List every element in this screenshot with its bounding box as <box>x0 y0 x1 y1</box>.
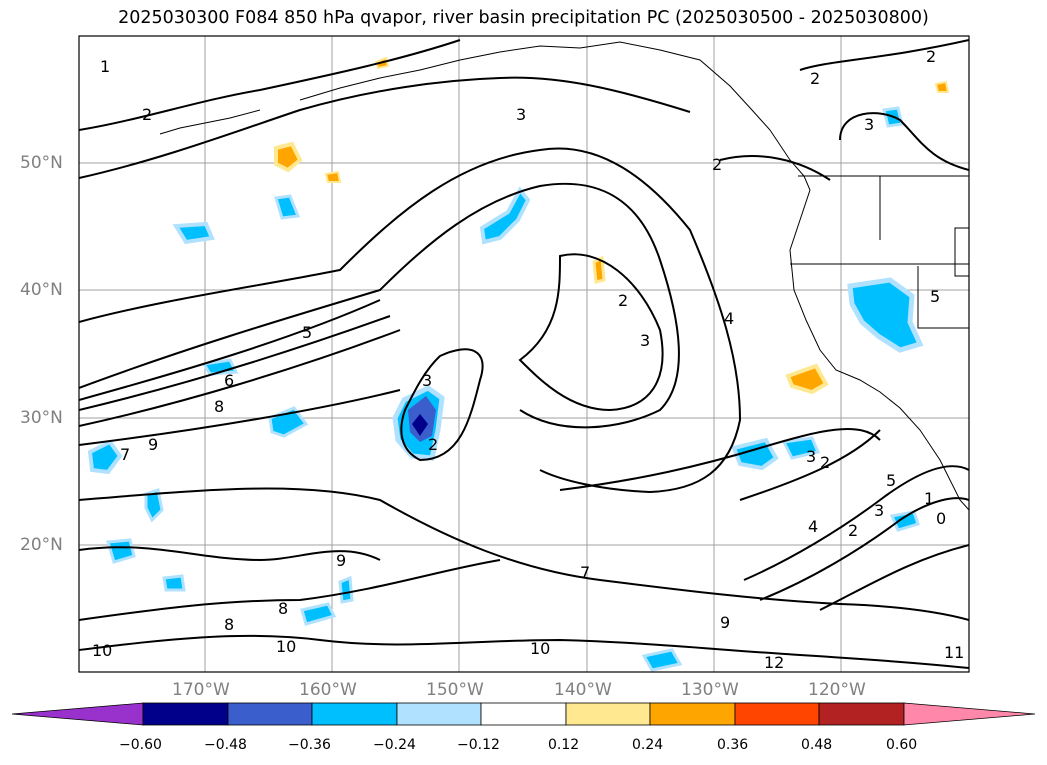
contour-label: 10 <box>276 637 296 656</box>
coastlines <box>159 41 969 511</box>
colorbar <box>11 702 1036 726</box>
contour-label: 1 <box>924 489 934 508</box>
contour-label-group: 1 2 3 2 2 3 2 3 4 5 6 8 9 7 9 8 8 10 10 … <box>92 47 964 672</box>
lon-label: 140°W <box>554 680 612 700</box>
lon-label: 160°W <box>299 680 357 700</box>
contour-label: 10 <box>530 639 550 658</box>
contour-label: 5 <box>886 471 896 490</box>
contour-label: 2 <box>810 69 820 88</box>
colorbar-tick-label: −0.12 <box>457 737 500 753</box>
contour-label: 3 <box>640 331 650 350</box>
colorbar-extend-max <box>903 702 1036 726</box>
contour-label: 3 <box>874 501 884 520</box>
contour-label: 7 <box>580 563 590 582</box>
colorbar-tick-label: −0.60 <box>119 737 162 753</box>
colorbar-tick-label: 0.12 <box>548 737 580 753</box>
colorbar-tick-label: 0.48 <box>801 737 833 753</box>
contour-label: 2 <box>618 291 628 310</box>
map-frame <box>78 35 970 673</box>
contour-label: 3 <box>422 371 432 390</box>
lon-label: 170°W <box>172 680 230 700</box>
contour-label: 4 <box>724 309 734 328</box>
lat-label: 30°N <box>20 408 63 428</box>
colorbar-tick-label: −0.48 <box>204 737 247 753</box>
colorbar-extend-min <box>11 702 144 726</box>
colorbar-tick-label: 0.36 <box>717 737 749 753</box>
contour-label: 6 <box>224 371 234 390</box>
positive-anomaly-shading <box>274 56 950 395</box>
colorbar-tick-label: 0.24 <box>632 737 664 753</box>
contour-label: 3 <box>806 447 816 466</box>
lon-label: 150°W <box>426 680 484 700</box>
contour-label: 8 <box>214 397 224 416</box>
contour-label: 4 <box>808 517 818 536</box>
lat-label: 50°N <box>20 153 63 173</box>
contour-label: 2 <box>428 435 438 454</box>
contour-label: 9 <box>720 613 730 632</box>
contour-label: 10 <box>92 641 112 660</box>
contour-label: 7 <box>120 445 130 464</box>
lon-label: 120°W <box>808 680 866 700</box>
contour-label: 2 <box>712 155 722 174</box>
contour-label: 9 <box>336 551 346 570</box>
map-title: 2025030300 F084 850 hPa qvapor, river ba… <box>118 8 929 28</box>
colorbar-tick-label: 0.60 <box>886 737 918 753</box>
contour-label: 11 <box>944 643 964 662</box>
graticule <box>79 36 969 672</box>
lat-label: 20°N <box>20 535 63 555</box>
contour-label: 2 <box>926 47 936 66</box>
contour-label: 12 <box>764 653 784 672</box>
contour-label: 5 <box>302 323 312 342</box>
contour-label: 3 <box>864 115 874 134</box>
contour-label: 0 <box>936 509 946 528</box>
colorbar-tick-label: −0.36 <box>288 737 331 753</box>
lon-label: 130°W <box>681 680 739 700</box>
contour-label: 1 <box>100 57 110 76</box>
contour-label: 2 <box>820 453 830 472</box>
contour-label: 8 <box>224 615 234 634</box>
lat-label: 40°N <box>20 280 63 300</box>
contour-label: 2 <box>142 105 152 124</box>
contour-label: 3 <box>516 105 526 124</box>
contour-label: 8 <box>278 599 288 618</box>
contour-label: 2 <box>848 521 858 540</box>
colorbar-tick-label: −0.24 <box>373 737 416 753</box>
contour-label: 9 <box>148 435 158 454</box>
qvapor-contours <box>79 39 969 669</box>
contour-label: 5 <box>930 287 940 306</box>
